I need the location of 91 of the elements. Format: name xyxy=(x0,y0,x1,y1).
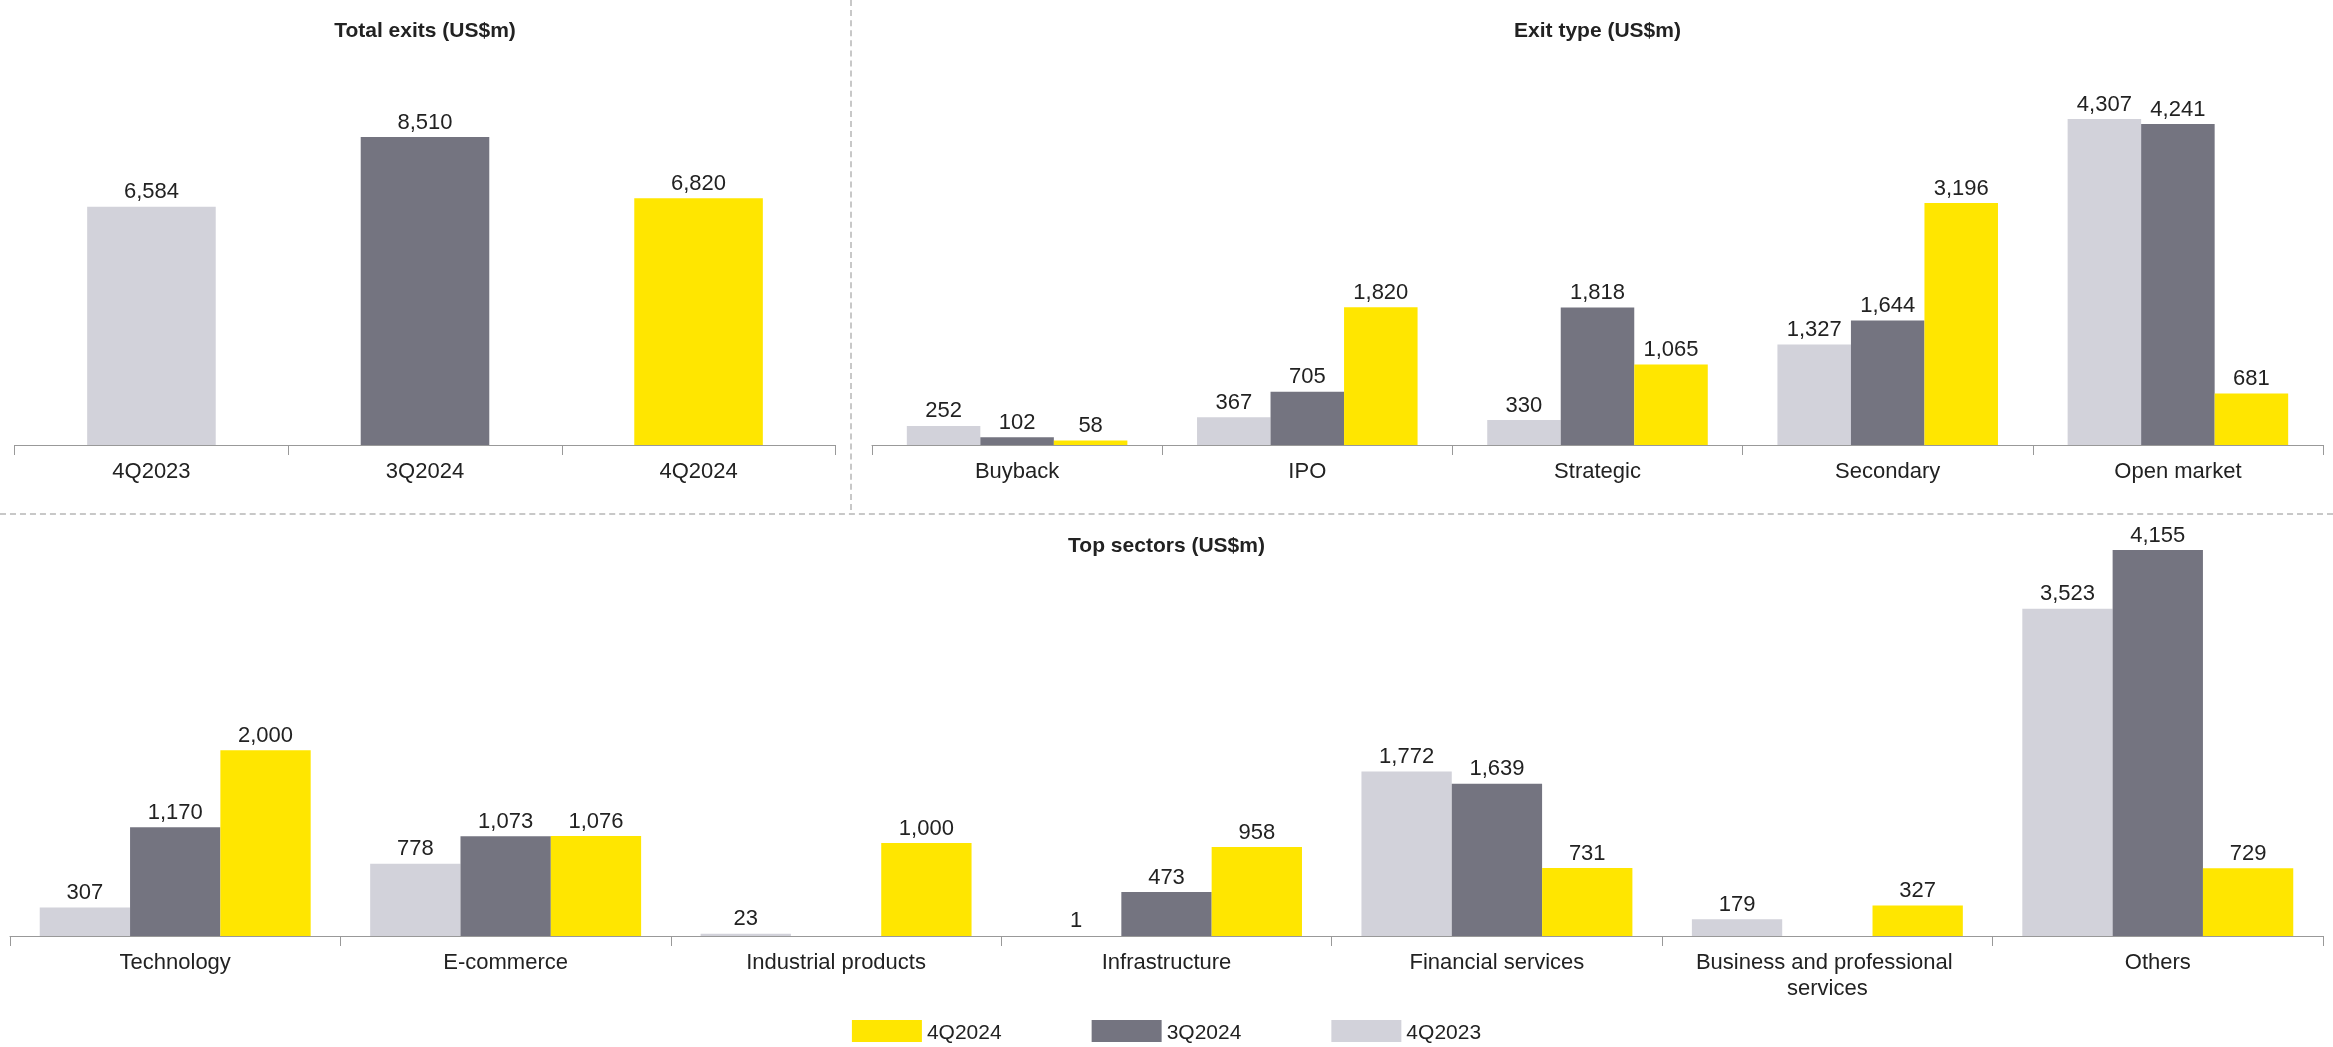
bar xyxy=(2112,550,2203,936)
x-tick-label: Business and professional services xyxy=(1695,948,1959,1000)
data-label: 367 xyxy=(1215,388,1253,414)
data-label: 1,327 xyxy=(1786,316,1842,342)
chart-title: Top sectors (US$m) xyxy=(1068,533,1265,556)
bar xyxy=(1924,203,1998,445)
data-label: 307 xyxy=(66,878,104,904)
bar xyxy=(1487,420,1561,445)
bar xyxy=(2067,119,2142,445)
bar xyxy=(1344,307,1418,445)
data-label: 2,000 xyxy=(238,721,294,747)
bar xyxy=(39,907,131,936)
bar xyxy=(2022,608,2113,936)
data-label: 958 xyxy=(1238,818,1276,844)
data-label: 1,073 xyxy=(478,807,534,833)
data-label: 6,584 xyxy=(123,178,179,204)
data-label: 1 xyxy=(1070,907,1083,933)
data-label: 4,307 xyxy=(2076,90,2132,116)
x-tick-label: 4Q2023 xyxy=(112,457,191,483)
bar xyxy=(370,863,461,936)
legend-label: 4Q2023 xyxy=(1406,1019,1482,1043)
data-label: 1,818 xyxy=(1569,278,1626,304)
x-tick-label: Others xyxy=(2124,948,2191,974)
x-tick-label: Financial services xyxy=(1409,948,1585,974)
bar xyxy=(130,827,221,936)
bar xyxy=(220,750,311,936)
bar xyxy=(1542,868,1633,936)
data-label: 681 xyxy=(2233,364,2270,390)
x-tick-label: Infrastructure xyxy=(1101,948,1232,974)
x-tick-label: IPO xyxy=(1288,457,1327,483)
chart-title: Exit type (US$m) xyxy=(1514,18,1681,41)
data-label: 23 xyxy=(733,905,758,931)
data-label: 1,065 xyxy=(1643,335,1699,361)
x-tick-label: Industrial products xyxy=(746,948,926,974)
bar xyxy=(1361,771,1452,936)
data-label: 1,000 xyxy=(898,814,954,840)
x-tick-label: 3Q2024 xyxy=(385,457,465,483)
data-label: 778 xyxy=(396,835,434,861)
data-label: 731 xyxy=(1568,839,1606,865)
bar xyxy=(460,836,551,936)
bar xyxy=(1121,892,1212,936)
x-tick-label: 4Q2024 xyxy=(659,457,738,483)
data-label: 1,644 xyxy=(1860,292,1916,318)
data-label: 1,170 xyxy=(147,798,203,824)
bar xyxy=(1634,364,1708,445)
data-label: 3,196 xyxy=(1933,174,1989,200)
data-label: 1,076 xyxy=(568,807,624,833)
data-label: 102 xyxy=(998,408,1036,434)
x-tick-label: Technology xyxy=(119,948,231,974)
data-label: 6,820 xyxy=(671,169,727,195)
x-tick-label: E-commerce xyxy=(443,948,568,974)
x-tick-label: Strategic xyxy=(1554,457,1641,483)
bar xyxy=(1211,847,1302,936)
bar xyxy=(2214,393,2289,445)
data-label: 252 xyxy=(925,397,962,423)
bar xyxy=(700,933,791,936)
data-label: 705 xyxy=(1288,363,1326,389)
x-tick-label: Open market xyxy=(2114,457,2242,483)
bar xyxy=(1560,307,1635,445)
data-label: 3,523 xyxy=(2039,580,2095,606)
data-label: 4,241 xyxy=(2150,95,2206,121)
bar xyxy=(1451,783,1543,936)
bar xyxy=(1197,417,1271,445)
bar xyxy=(980,437,1054,445)
bar xyxy=(2202,868,2294,936)
bar xyxy=(881,843,972,936)
bar xyxy=(1691,919,1783,936)
data-label: 327 xyxy=(1899,877,1937,903)
data-label: 58 xyxy=(1078,412,1103,438)
data-label: 729 xyxy=(2229,839,2267,865)
data-label: 473 xyxy=(1148,863,1185,889)
legend-label: 3Q2024 xyxy=(1166,1019,1242,1043)
x-tick-label: Secondary xyxy=(1835,457,1941,483)
bar xyxy=(1777,344,1851,445)
bar xyxy=(1850,320,1925,445)
data-label: 4,155 xyxy=(2130,521,2186,547)
bar xyxy=(1053,440,1128,445)
data-label: 8,510 xyxy=(397,108,453,134)
legend-label: 4Q2024 xyxy=(926,1019,1002,1043)
bar xyxy=(906,425,981,445)
data-label: 179 xyxy=(1718,890,1756,916)
data-label: 330 xyxy=(1505,391,1543,417)
data-label: 1,772 xyxy=(1379,742,1435,768)
bar xyxy=(550,836,642,936)
data-label: 1,639 xyxy=(1469,755,1525,781)
data-label: 1,820 xyxy=(1353,278,1409,304)
bar xyxy=(1872,905,1963,936)
x-tick-label: Buyback xyxy=(974,457,1061,483)
chart-title: Total exits (US$m) xyxy=(334,18,516,41)
bar xyxy=(1270,391,1345,445)
bar xyxy=(2141,124,2215,445)
